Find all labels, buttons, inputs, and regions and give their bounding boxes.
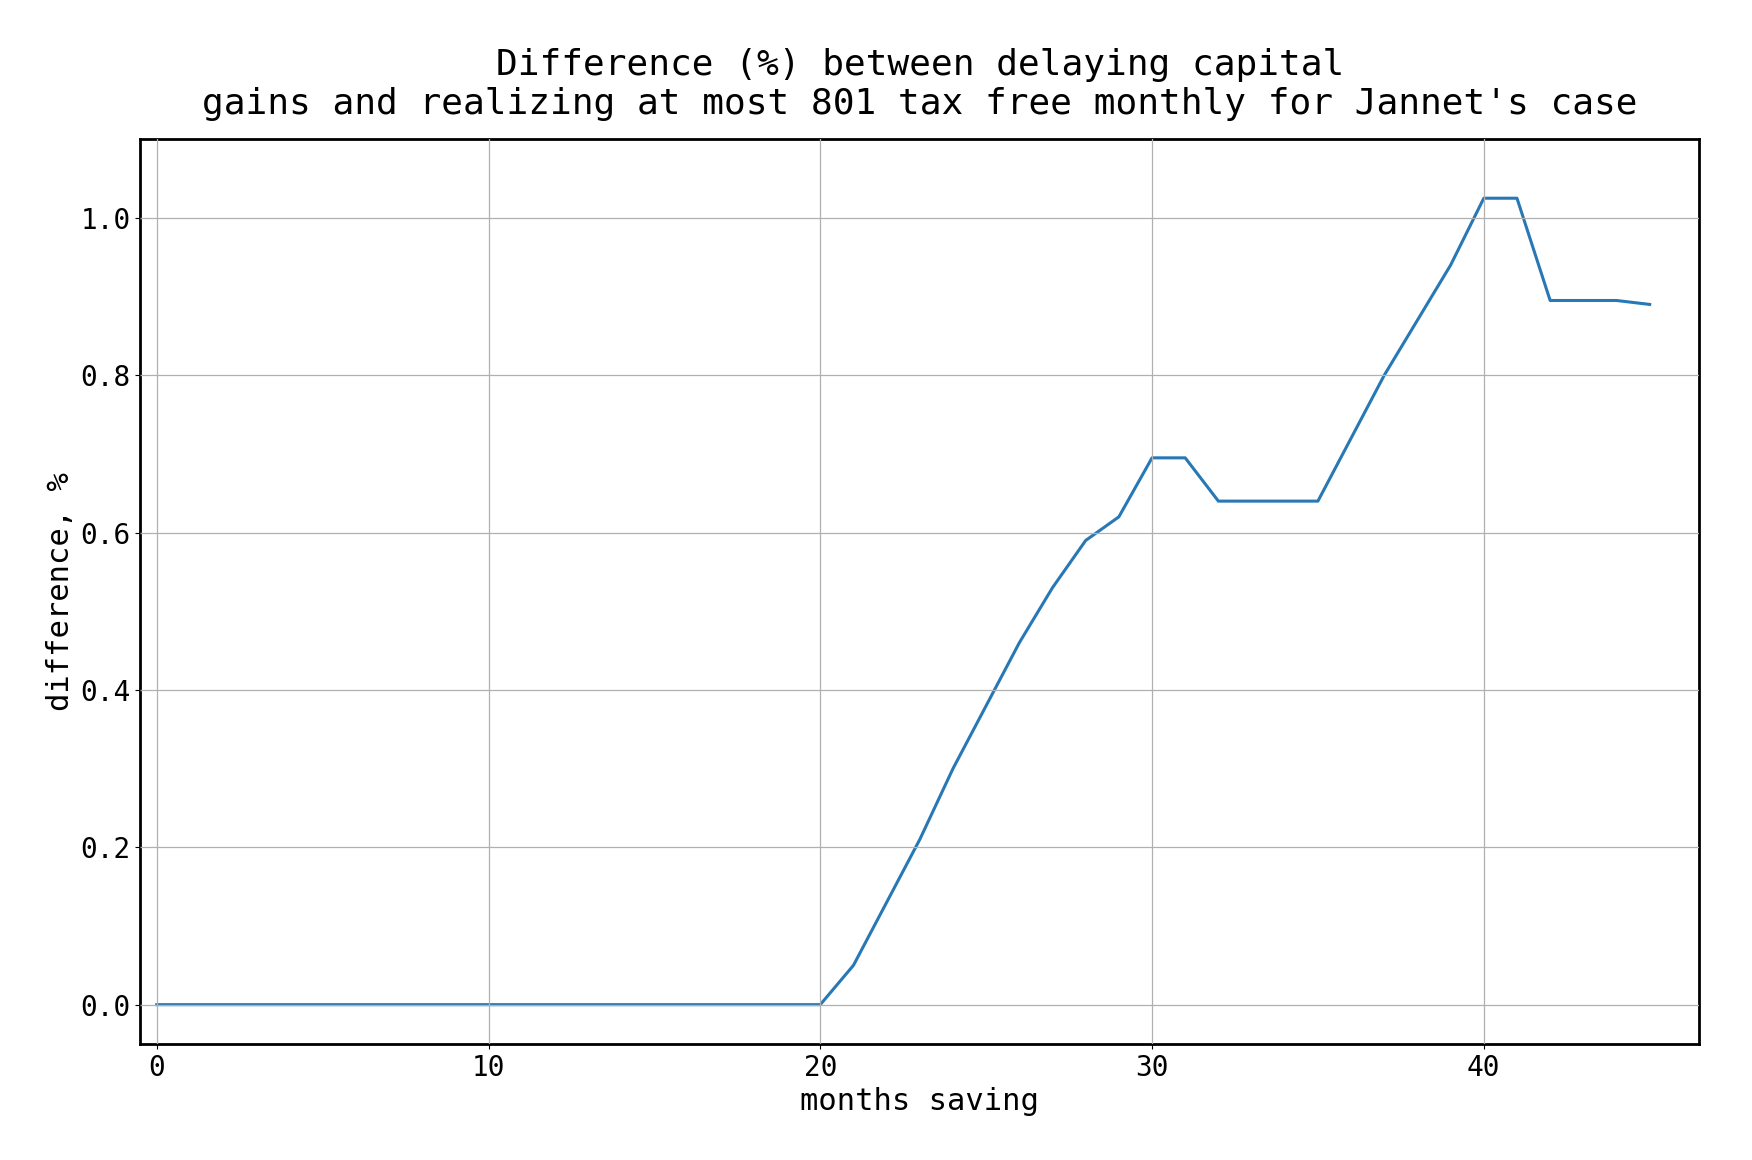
Y-axis label: difference, %: difference, % [46,472,75,711]
Title: Difference (%) between delaying capital
gains and realizing at most 801 tax free: Difference (%) between delaying capital … [201,48,1638,121]
X-axis label: months saving: months saving [801,1087,1039,1116]
